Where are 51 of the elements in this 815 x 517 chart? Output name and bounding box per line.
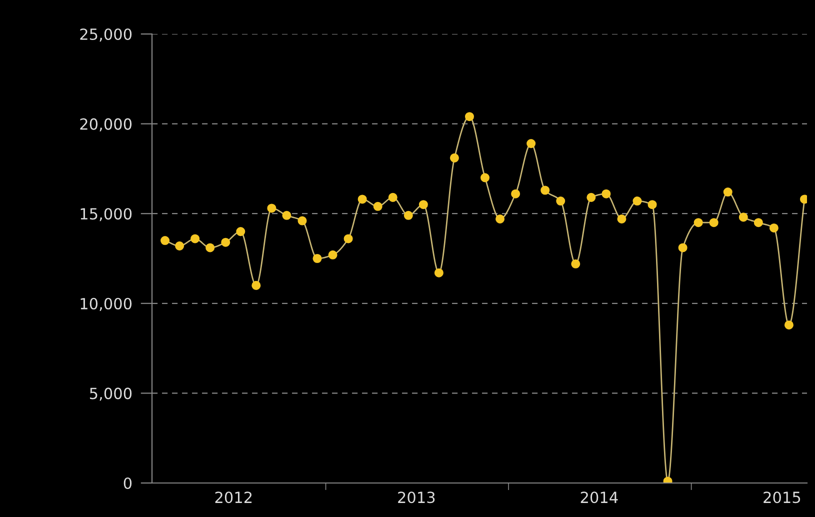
point (312, 254, 322, 264)
point (769, 223, 778, 232)
point (738, 212, 748, 222)
point (723, 188, 732, 197)
point (694, 218, 703, 228)
point (450, 153, 459, 162)
x-tick-label: 2014 (580, 492, 618, 504)
point (526, 139, 536, 148)
point (298, 216, 307, 226)
point (434, 268, 444, 278)
point (190, 234, 200, 244)
point (709, 218, 718, 228)
point (404, 210, 413, 220)
point (344, 234, 353, 244)
point (648, 200, 657, 210)
point (252, 280, 261, 290)
point (160, 236, 170, 246)
point (496, 214, 505, 224)
point (388, 192, 398, 202)
point (678, 243, 688, 252)
point (267, 204, 276, 213)
y-tick-label: 15,000 (80, 208, 132, 222)
point (282, 210, 292, 220)
point (586, 192, 596, 202)
point (632, 196, 642, 206)
y-tick-label: 5,000 (90, 388, 132, 401)
point (480, 173, 490, 182)
point (464, 112, 474, 122)
point (511, 189, 520, 198)
point (617, 214, 626, 224)
x-tick-label: 2012 (215, 492, 252, 504)
y-tick-label: 10,000 (80, 298, 132, 311)
point (236, 227, 246, 236)
point (418, 200, 428, 210)
point (571, 259, 580, 268)
y-tick-label: 0 (124, 477, 132, 490)
x-tick-label: 2013 (398, 492, 435, 504)
point (328, 250, 338, 260)
point (754, 218, 763, 228)
x-tick-label: 2015 (764, 492, 800, 504)
point (358, 194, 367, 204)
point (540, 186, 550, 195)
point (556, 196, 566, 206)
point (373, 202, 382, 211)
y-tick-label: 25,000 (80, 28, 132, 42)
y-tick-label: 20,000 (80, 118, 132, 132)
point (602, 189, 611, 198)
point (221, 238, 230, 247)
point (206, 243, 215, 252)
point (175, 241, 184, 250)
point (784, 320, 794, 330)
